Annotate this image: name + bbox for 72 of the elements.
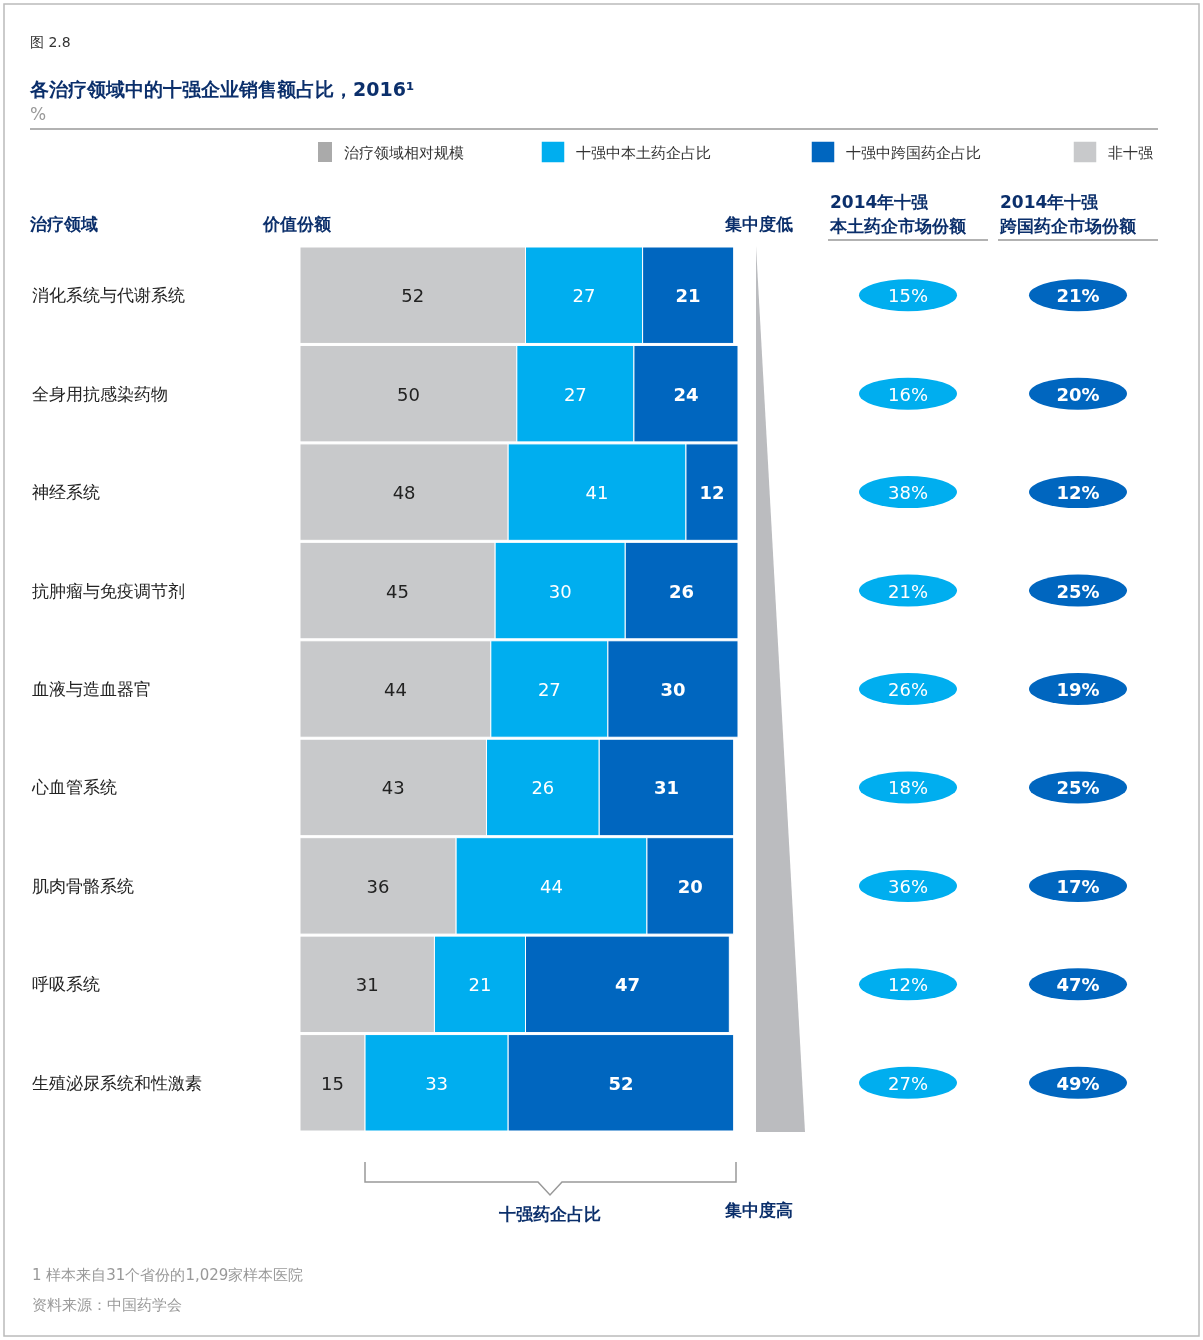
text: 2014年十强本土药企市场份额: [829, 192, 967, 236]
data-label: 45: [386, 580, 410, 602]
text: 27%: [887, 1072, 929, 1094]
text: 集中度高: [724, 1200, 793, 1220]
data-label: 21: [675, 285, 701, 307]
data-label: 27: [537, 679, 561, 700]
text: 15%: [887, 285, 929, 307]
text: 17%: [1056, 875, 1100, 897]
y-tick-label: 生殖泌尿系统和性激素: [32, 1072, 202, 1093]
legend-item: 十强中本土药企占比: [541, 141, 711, 163]
legend-item: 非十强: [1073, 141, 1153, 163]
data-label: 43: [381, 777, 405, 799]
text: 集中度低: [724, 214, 793, 234]
data-label: 30: [548, 580, 572, 602]
text: 2014年十强跨国药企市场份额: [999, 192, 1137, 236]
text: 38%: [887, 482, 929, 504]
caption: 图 2.8: [30, 34, 71, 50]
y-tick-label: 消化系统与代谢系统: [32, 285, 185, 306]
legend-label: 十强中跨国药企占比: [846, 144, 981, 162]
y-tick-label: 全身用抗感染药物: [32, 383, 168, 404]
text: 18%: [887, 777, 929, 799]
data-label: 20: [677, 875, 703, 897]
data-label: 31: [355, 974, 379, 996]
data-label: 52: [401, 285, 425, 307]
x-axis-title: 十强药企占比: [498, 1204, 601, 1224]
text: 36%: [887, 875, 929, 897]
data-label: 41: [585, 482, 609, 504]
text: 12%: [1056, 482, 1100, 504]
text: 治疗领域相对规模: [344, 144, 464, 162]
text: 21%: [887, 580, 929, 602]
text: 21%: [1056, 285, 1100, 307]
data-label: 36: [366, 875, 390, 897]
y-axis-title: 治疗领域: [29, 214, 98, 234]
y-tick-label: 心血管系统: [31, 777, 117, 798]
text: 价值份额: [262, 214, 332, 234]
data-label: 31: [653, 777, 679, 799]
legend-item: 十强中跨国药企占比: [811, 141, 981, 163]
data-label: 27: [563, 383, 587, 405]
data-label: 44: [540, 875, 563, 897]
y-tick-label: 呼吸系统: [32, 974, 100, 995]
data-label: 21: [468, 974, 492, 996]
data-label: 24: [673, 383, 699, 405]
text: 1 样本来自31个省份的1,029家样本医院: [32, 1266, 304, 1284]
y-tick-label: 肌肉骨骼系统: [32, 875, 134, 896]
text: 19%: [1056, 679, 1100, 700]
data-label: 30: [660, 679, 686, 700]
y-tick-label: 神经系统: [32, 482, 100, 503]
data-label: 27: [572, 285, 596, 307]
y-tick-label: 抗肿瘤与免疫调节剂: [32, 580, 185, 601]
text: 12%: [887, 974, 929, 996]
data-label: 33: [425, 1072, 449, 1094]
data-label: 12: [699, 482, 725, 504]
data-label: 26: [669, 580, 695, 602]
data-label: 50: [396, 383, 420, 405]
data-label: 52: [608, 1072, 634, 1094]
legend-label: 十强中本土药企占比: [576, 144, 711, 162]
text: 资料来源：中国药学会: [32, 1296, 182, 1314]
text: 20%: [1056, 383, 1100, 405]
text: 25%: [1056, 580, 1100, 602]
data-label: 15: [321, 1072, 344, 1094]
text: 16%: [887, 383, 929, 405]
text: 49%: [1056, 1072, 1100, 1094]
y-tick-label: 血液与造血器官: [32, 679, 151, 699]
text: 25%: [1056, 777, 1100, 799]
text: 26%: [887, 679, 929, 700]
data-label: 47: [614, 974, 640, 996]
text: %: [30, 104, 47, 124]
data-label: 48: [392, 482, 416, 504]
data-label: 44: [383, 679, 407, 700]
data-label: 26: [531, 777, 555, 799]
chart-title: 各治疗领域中的十强企业销售额占比，2016¹: [29, 78, 415, 100]
text: 47%: [1056, 974, 1100, 996]
